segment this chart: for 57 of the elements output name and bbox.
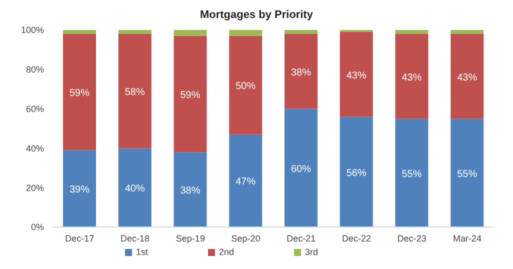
data-label: 43% xyxy=(346,70,366,82)
bar xyxy=(395,34,428,119)
x-tick-label: Sep-20 xyxy=(231,233,260,244)
x-tick-label: Dec-23 xyxy=(397,233,426,244)
x-tick-label: Dec-22 xyxy=(342,233,372,244)
bar xyxy=(229,30,262,36)
y-tick-label: 80% xyxy=(26,64,44,75)
data-label: 59% xyxy=(180,90,200,102)
bar xyxy=(395,30,428,34)
data-label: 56% xyxy=(346,168,366,179)
bar xyxy=(340,32,373,117)
bar xyxy=(229,134,262,227)
data-label: 59% xyxy=(69,88,90,100)
bar xyxy=(284,34,318,109)
data-label: 38% xyxy=(290,67,312,78)
x-tick-label: Mar-24 xyxy=(453,233,482,244)
bar xyxy=(450,118,484,227)
x-tick-label: Dec-18 xyxy=(120,233,150,244)
bar xyxy=(284,108,318,227)
y-tick-label: 0% xyxy=(30,222,44,232)
bar xyxy=(395,118,428,227)
bar xyxy=(63,30,96,34)
bar xyxy=(450,34,484,119)
bar xyxy=(284,30,318,34)
bar xyxy=(118,30,152,34)
bar xyxy=(118,148,152,227)
legend-label: 1st xyxy=(136,247,148,257)
bar xyxy=(174,152,207,227)
chart-title: Mortgages by Priority xyxy=(198,8,314,22)
bar xyxy=(174,30,207,36)
bar xyxy=(63,34,96,150)
legend-label: 3rd xyxy=(305,247,318,257)
x-tick-label: Dec-21 xyxy=(286,233,316,244)
y-tick-label: 20% xyxy=(26,182,44,193)
data-label: 43% xyxy=(402,72,422,84)
data-label: 58% xyxy=(124,87,145,98)
y-tick-label: 40% xyxy=(26,143,44,154)
bar xyxy=(340,116,373,227)
data-label: 40% xyxy=(124,184,145,195)
data-label: 60% xyxy=(290,164,312,175)
data-label: 55% xyxy=(457,168,478,180)
data-label: 55% xyxy=(402,168,422,180)
data-label: 43% xyxy=(457,72,478,84)
y-tick-label: 100% xyxy=(20,25,44,36)
y-tick-label: 60% xyxy=(26,104,44,114)
bar xyxy=(450,30,484,34)
data-label: 39% xyxy=(69,184,90,196)
bar xyxy=(174,36,207,152)
bar xyxy=(63,150,96,227)
data-label: 47% xyxy=(236,176,256,188)
bar xyxy=(118,34,152,148)
x-tick-label: Dec-17 xyxy=(65,233,94,244)
data-label: 50% xyxy=(236,81,256,92)
legend-label: 2nd xyxy=(218,247,234,257)
data-label: 38% xyxy=(180,186,200,197)
x-tick-label: Sep-19 xyxy=(176,233,205,244)
bar xyxy=(229,36,262,134)
